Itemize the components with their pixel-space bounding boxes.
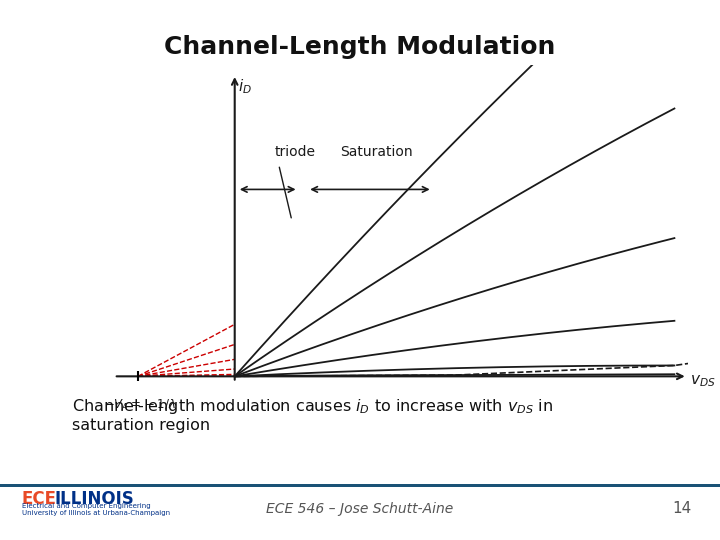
Text: 14: 14 [672, 501, 691, 516]
Text: triode: triode [274, 145, 315, 159]
Text: Channel-length modulation causes $i_D$ to increase with $v_{DS}$ in
saturation r: Channel-length modulation causes $i_D$ t… [72, 397, 553, 433]
Text: Saturation: Saturation [341, 145, 413, 159]
Text: ECE 546 – Jose Schutt-Aine: ECE 546 – Jose Schutt-Aine [266, 502, 454, 516]
Text: ILLINOIS: ILLINOIS [54, 490, 134, 508]
Text: ECE: ECE [22, 490, 57, 508]
Text: Channel-Length Modulation: Channel-Length Modulation [164, 35, 556, 59]
Text: Electrical and Computer Engineering
University of Illinois at Urbana-Champaign: Electrical and Computer Engineering Univ… [22, 503, 170, 516]
Text: $i_D$: $i_D$ [238, 77, 252, 96]
Text: $-V_A = -1/\lambda$: $-V_A = -1/\lambda$ [104, 398, 176, 413]
Text: $v_{DS}$: $v_{DS}$ [690, 373, 716, 389]
